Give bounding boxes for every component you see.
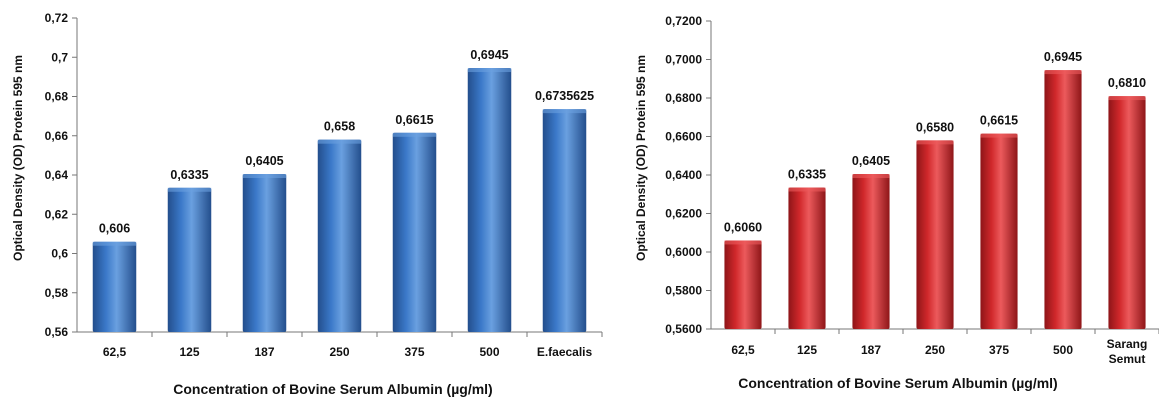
y-tick-label: 0,58 <box>45 286 69 300</box>
x-tick-label: 125 <box>797 343 817 357</box>
y-axis-title: Optical Density (OD) Protein 595 nm <box>11 55 25 261</box>
y-tick-label: 0,7 <box>51 50 68 64</box>
x-tick-label: 187 <box>254 345 274 359</box>
data-label: 0,6405 <box>245 154 283 168</box>
bar-cap <box>167 187 212 192</box>
y-tick-label: 0,56 <box>45 325 69 339</box>
x-tick-label: E.faecalis <box>537 345 593 359</box>
x-axis-title: Concentration of Bovine Serum Albumin (µ… <box>738 375 1057 391</box>
data-label: 0,6615 <box>395 113 433 127</box>
bar <box>317 139 362 332</box>
x-tick-label: 187 <box>861 343 881 357</box>
y-tick-label: 0,6000 <box>665 245 702 259</box>
bar <box>167 187 212 332</box>
bar-cap <box>1044 70 1082 75</box>
chart-right: 0,5600 0,5800 0,6000 0,6200 0,6400 0,6600 0,68… <box>628 0 1159 401</box>
x-tick-label: 250 <box>925 343 945 357</box>
y-tick-label: 0,62 <box>45 207 69 221</box>
chart-svg: 0,56 0,58 0,6 0,62 0,64 0,66 0,68 0,7 0,72 0,606 6… <box>11 11 603 397</box>
y-tick-label: 0,5800 <box>665 284 702 298</box>
y-tick-label: 0,6600 <box>665 130 702 144</box>
x-tick-label: 500 <box>479 345 499 359</box>
bar-cap <box>724 240 762 245</box>
bar <box>1044 70 1082 330</box>
data-label: 0,6615 <box>980 114 1018 128</box>
bar <box>242 174 287 332</box>
bar <box>542 109 587 332</box>
bar-cap <box>980 133 1018 138</box>
data-label: 0,6945 <box>470 48 508 62</box>
x-tick-label: 500 <box>1053 343 1073 357</box>
x-tick-label: 62,5 <box>103 345 127 359</box>
y-tick-label: 0,7000 <box>665 53 702 67</box>
data-label: 0,6810 <box>1108 76 1146 90</box>
bar-cap <box>852 174 890 179</box>
x-tick-label: 125 <box>179 345 199 359</box>
data-label: 0,6735625 <box>535 89 594 103</box>
y-tick-label: 0,6800 <box>665 91 702 105</box>
bar-cap <box>317 139 362 144</box>
y-tick-label: 0,64 <box>45 168 69 182</box>
data-label: 0,6945 <box>1044 50 1082 64</box>
bar <box>392 132 437 332</box>
bar <box>916 140 954 329</box>
y-tick-label: 0,6400 <box>665 168 702 182</box>
bar <box>724 240 762 329</box>
bar <box>1108 96 1146 329</box>
y-tick-label: 0,6 <box>51 247 68 261</box>
bar-cap <box>788 187 826 192</box>
data-label: 0,6335 <box>170 168 208 182</box>
x-tick-label: 375 <box>989 343 1009 357</box>
bar-cap <box>916 140 954 145</box>
bar <box>92 241 137 332</box>
data-label: 0,606 <box>99 222 130 236</box>
y-tick-label: 0,68 <box>45 90 69 104</box>
data-label: 0,6580 <box>916 120 954 134</box>
data-label: 0,6405 <box>852 154 890 168</box>
bar-cap <box>542 109 587 114</box>
bar-cap <box>242 174 287 179</box>
y-tick-label: 0,6200 <box>665 207 702 221</box>
x-tick-label: 250 <box>329 345 349 359</box>
x-tick-label: 62,5 <box>731 343 755 357</box>
x-axis-title: Concentration of Bovine Serum Albumin (µ… <box>173 381 492 397</box>
data-label: 0,6335 <box>788 168 826 182</box>
bar <box>852 174 890 329</box>
bar <box>980 133 1018 329</box>
y-tick-label: 0,66 <box>45 129 69 143</box>
bar-cap <box>92 241 137 246</box>
x-tick-label: Sarang Semut <box>1107 337 1148 366</box>
y-axis-title: Optical Density (OD) Protein 595 nm <box>634 55 648 261</box>
bar-cap <box>467 68 512 73</box>
y-tick-label: 0,5600 <box>665 322 702 336</box>
data-label: 0,658 <box>324 120 355 134</box>
chart-left: 0,56 0,58 0,6 0,62 0,64 0,66 0,68 0,7 0,72 0,606 6… <box>11 11 603 397</box>
x-tick-label: 375 <box>404 345 424 359</box>
bar <box>467 68 512 332</box>
data-label: 0,6060 <box>724 220 762 234</box>
bar-cap <box>1108 96 1146 101</box>
bar-cap <box>392 132 437 137</box>
chart-svg: 0,5600 0,5800 0,6000 0,6200 0,6400 0,6600 0,68… <box>634 14 1159 391</box>
y-tick-label: 0,7200 <box>665 14 702 28</box>
bar <box>788 187 826 329</box>
y-tick-label: 0,72 <box>45 11 69 25</box>
